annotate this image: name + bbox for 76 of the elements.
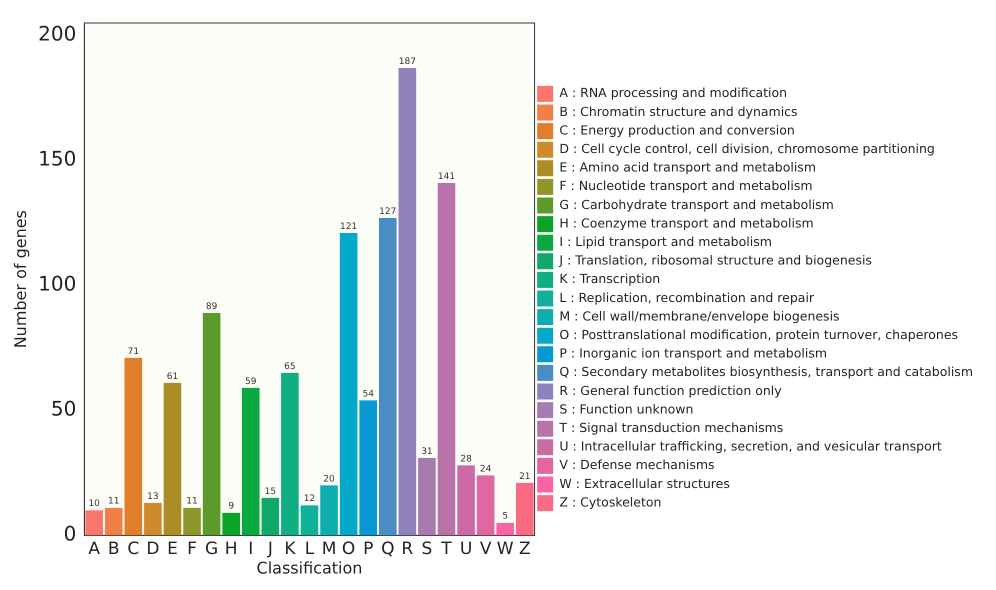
data-label: 141 bbox=[438, 172, 456, 182]
legend-label: A : RNA processing and modification bbox=[559, 85, 788, 100]
data-label: 61 bbox=[166, 372, 178, 382]
x-tick-label: M bbox=[322, 539, 336, 560]
data-label: 11 bbox=[186, 496, 198, 507]
x-tick-label: B bbox=[108, 539, 120, 560]
x-tick-label: K bbox=[284, 539, 296, 560]
legend-label: D : Cell cycle control, cell division, chromosome partitioning bbox=[559, 140, 935, 156]
legend-label: C : Energy production and conversion bbox=[559, 122, 795, 138]
x-tick-label: G bbox=[205, 539, 218, 560]
legend-label: T : Signal transduction mechanisms bbox=[558, 420, 784, 435]
data-label: 24 bbox=[480, 464, 492, 474]
x-axis-title: Classification bbox=[256, 558, 362, 578]
data-label: 121 bbox=[340, 222, 358, 232]
legend-label: Z : Cytoskeleton bbox=[559, 494, 662, 510]
x-tick-label: L bbox=[304, 539, 315, 560]
data-label: 9 bbox=[228, 502, 234, 512]
data-label: 54 bbox=[362, 389, 374, 400]
x-tick-label: E bbox=[167, 539, 178, 560]
y-axis-title: Number of genes bbox=[10, 210, 30, 348]
x-tick-label: A bbox=[88, 539, 100, 560]
x-tick-label: R bbox=[401, 539, 414, 560]
x-tick-label: V bbox=[480, 539, 492, 560]
x-tick-label: T bbox=[440, 539, 452, 560]
legend-label: L : Replication, recombination and repair bbox=[559, 290, 815, 305]
data-label: 127 bbox=[379, 206, 396, 217]
y-tick-label: 0 bbox=[64, 522, 76, 546]
data-label: 31 bbox=[421, 446, 433, 457]
data-label: 13 bbox=[147, 492, 159, 502]
legend-label: J : Translation, ribosomal structure and biogenesis bbox=[558, 252, 872, 268]
x-tick-label: P bbox=[363, 539, 374, 560]
legend-label: H : Coenzyme transport and metabolism bbox=[559, 215, 814, 230]
legend-label: R : General function prediction only bbox=[559, 382, 782, 398]
legend-label: O : Posttranslational modification, protein turnover, chaperones bbox=[559, 326, 958, 342]
x-tick-label: Z bbox=[518, 539, 531, 560]
data-label: 12 bbox=[304, 494, 316, 504]
data-label: 89 bbox=[206, 302, 218, 312]
y-tick-label: 100 bbox=[38, 272, 76, 296]
x-tick-label: H bbox=[224, 539, 238, 560]
y-tick-label: 200 bbox=[38, 22, 76, 46]
legend-label: E : Amino acid transport and metabolism bbox=[559, 160, 816, 175]
data-label: 187 bbox=[398, 56, 416, 67]
data-label: 71 bbox=[128, 346, 140, 357]
legend-label: V : Defense mechanisms bbox=[559, 457, 715, 472]
data-label: 15 bbox=[264, 486, 276, 497]
x-tick-label: C bbox=[127, 539, 140, 560]
legend-label: F : Nucleotide transport and metabolism bbox=[559, 178, 813, 194]
x-tick-label: U bbox=[460, 539, 472, 560]
legend-label: I : Lipid transport and metabolism bbox=[559, 234, 772, 249]
data-label: 10 bbox=[88, 499, 100, 510]
legend-label: M : Cell wall/membrane/envelope biogenesis bbox=[559, 308, 840, 324]
legend-label: Q : Secondary metabolites biosynthesis, transport and catabolism bbox=[559, 364, 974, 380]
legend-label: W : Extracellular structures bbox=[559, 476, 730, 491]
legend-label: G : Carbohydrate transport and metabolism bbox=[559, 196, 834, 212]
legend-label: B : Chromatin structure and dynamics bbox=[559, 104, 798, 119]
data-label: 21 bbox=[519, 472, 531, 482]
data-label: 20 bbox=[323, 474, 336, 484]
data-label: 28 bbox=[460, 454, 472, 464]
x-tick-label: Q bbox=[381, 539, 394, 560]
x-tick-label: D bbox=[146, 539, 160, 560]
legend-label: U : Intracellular trafficking, secretion, and vesicular transport bbox=[559, 438, 942, 454]
x-tick-label: F bbox=[187, 539, 197, 560]
data-label: 11 bbox=[108, 496, 120, 507]
x-tick-label: O bbox=[342, 539, 356, 560]
y-tick-label: 50 bbox=[50, 396, 76, 421]
data-label: 65 bbox=[284, 362, 296, 372]
legend-label: K : Transcription bbox=[559, 271, 660, 286]
x-tick-label: S bbox=[422, 539, 432, 560]
legend-label: P : Inorganic ion transport and metabolism bbox=[559, 346, 828, 361]
x-tick-label: J bbox=[266, 539, 273, 560]
x-tick-label: W bbox=[496, 539, 514, 560]
x-tick-label: I bbox=[248, 539, 254, 560]
legend-label: S : Function unknown bbox=[559, 401, 694, 416]
data-label: 59 bbox=[245, 376, 257, 387]
data-label: 5 bbox=[502, 512, 508, 522]
y-tick-label: 150 bbox=[38, 146, 76, 171]
